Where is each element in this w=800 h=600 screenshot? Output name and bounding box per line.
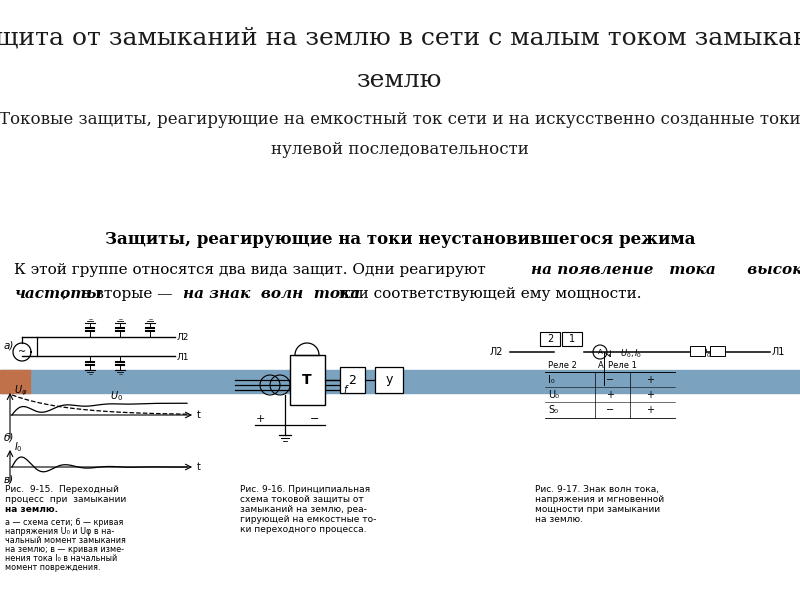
Text: f: f <box>343 385 346 395</box>
Text: $U_\varphi$: $U_\varphi$ <box>14 383 27 398</box>
Text: A: A <box>598 361 604 370</box>
Text: +: + <box>606 390 614 400</box>
Text: Л1: Л1 <box>772 347 786 357</box>
Text: напряжения U₀ и Uφ в на-: напряжения U₀ и Uφ в на- <box>5 527 114 536</box>
Text: t: t <box>197 462 201 472</box>
Text: Токовые защиты, реагирующие на емкостный ток сети и на искусственно созданные то: Токовые защиты, реагирующие на емкостный… <box>0 111 800 128</box>
Text: чальный момент замыкания: чальный момент замыкания <box>5 536 126 545</box>
Text: процесс  при  замыкании: процесс при замыкании <box>5 495 126 504</box>
Bar <box>0 370 800 393</box>
Text: а): а) <box>4 340 14 350</box>
Text: +: + <box>255 414 265 424</box>
Text: схема токовой защиты от: схема токовой защиты от <box>240 495 364 504</box>
Text: на землю.: на землю. <box>535 515 583 524</box>
Text: +: + <box>646 375 654 385</box>
Bar <box>340 367 365 393</box>
Text: напряжения и мгновенной: напряжения и мгновенной <box>535 495 664 504</box>
Text: −: − <box>606 405 614 415</box>
Text: Рис. 9-16. Принципиальная: Рис. 9-16. Принципиальная <box>240 485 370 494</box>
Bar <box>0 370 30 393</box>
Text: I₀: I₀ <box>548 375 554 385</box>
Text: Рис.  9-15.  Переходный: Рис. 9-15. Переходный <box>5 485 119 494</box>
Bar <box>690 346 705 356</box>
Text: землю: землю <box>358 69 442 92</box>
Bar <box>710 346 725 356</box>
Text: −: − <box>606 375 614 385</box>
Text: частоты: частоты <box>14 287 102 301</box>
Text: Л2: Л2 <box>177 334 190 343</box>
Text: замыканий на землю, реа-: замыканий на землю, реа- <box>240 505 367 514</box>
Text: на землю; в — кривая изме-: на землю; в — кривая изме- <box>5 545 124 554</box>
Text: ки переходного процесса.: ки переходного процесса. <box>240 525 366 534</box>
Text: у: у <box>386 373 393 386</box>
Text: $U_0,I_0$: $U_0,I_0$ <box>620 347 642 359</box>
Text: t: t <box>197 410 201 420</box>
Text: на землю.: на землю. <box>5 505 58 514</box>
Text: 1: 1 <box>569 334 575 344</box>
Text: $U_0,I_0$: $U_0,I_0$ <box>700 347 722 359</box>
Text: +: + <box>646 390 654 400</box>
Text: S₀: S₀ <box>548 405 558 415</box>
Text: на знак  волн  тока: на знак волн тока <box>183 287 361 301</box>
Text: мощности при замыкании: мощности при замыкании <box>535 505 660 514</box>
Text: момент повреждения.: момент повреждения. <box>5 563 101 572</box>
Text: +: + <box>646 405 654 415</box>
Text: ~: ~ <box>18 347 26 357</box>
Text: нулевой последовательности: нулевой последовательности <box>271 141 529 158</box>
Text: A: A <box>598 349 602 355</box>
Text: $I_0$: $I_0$ <box>14 440 22 454</box>
Text: на появление   тока      высокой: на появление тока высокой <box>531 263 800 277</box>
Text: нения тока I₀ в начальный: нения тока I₀ в начальный <box>5 554 118 563</box>
Text: Реле 2: Реле 2 <box>548 361 577 370</box>
Text: б): б) <box>4 432 14 442</box>
Bar <box>375 367 403 393</box>
Text: 11. Защита от замыканий на землю в сети с малым током замыкания на: 11. Защита от замыканий на землю в сети … <box>0 27 800 50</box>
Text: или соответствующей ему мощности.: или соответствующей ему мощности. <box>334 287 641 301</box>
Text: в): в) <box>4 474 14 484</box>
Bar <box>562 332 582 346</box>
Text: а — схема сети; б — кривая: а — схема сети; б — кривая <box>5 518 123 527</box>
Bar <box>540 332 560 346</box>
Text: Реле 1: Реле 1 <box>608 361 637 370</box>
Text: U₀: U₀ <box>548 390 559 400</box>
Bar <box>290 355 325 405</box>
Text: гирующей на емкостные то-: гирующей на емкостные то- <box>240 515 376 524</box>
Text: Защиты, реагирующие на токи неустановившегося режима: Защиты, реагирующие на токи неустановивш… <box>105 231 695 248</box>
Text: ,   а вторые —: , а вторые — <box>62 287 177 301</box>
Text: Т: Т <box>302 373 312 387</box>
Text: $U_0$: $U_0$ <box>110 389 123 403</box>
Text: Л2: Л2 <box>490 347 503 357</box>
Text: 2: 2 <box>547 334 553 344</box>
Text: Л1: Л1 <box>177 352 190 361</box>
Text: −: − <box>310 414 320 424</box>
Text: 2: 2 <box>348 373 356 386</box>
Text: Рис. 9-17. Знак волн тока,: Рис. 9-17. Знак волн тока, <box>535 485 659 494</box>
Text: К этой группе относятся два вида защит. Одни реагируют: К этой группе относятся два вида защит. … <box>14 263 491 277</box>
